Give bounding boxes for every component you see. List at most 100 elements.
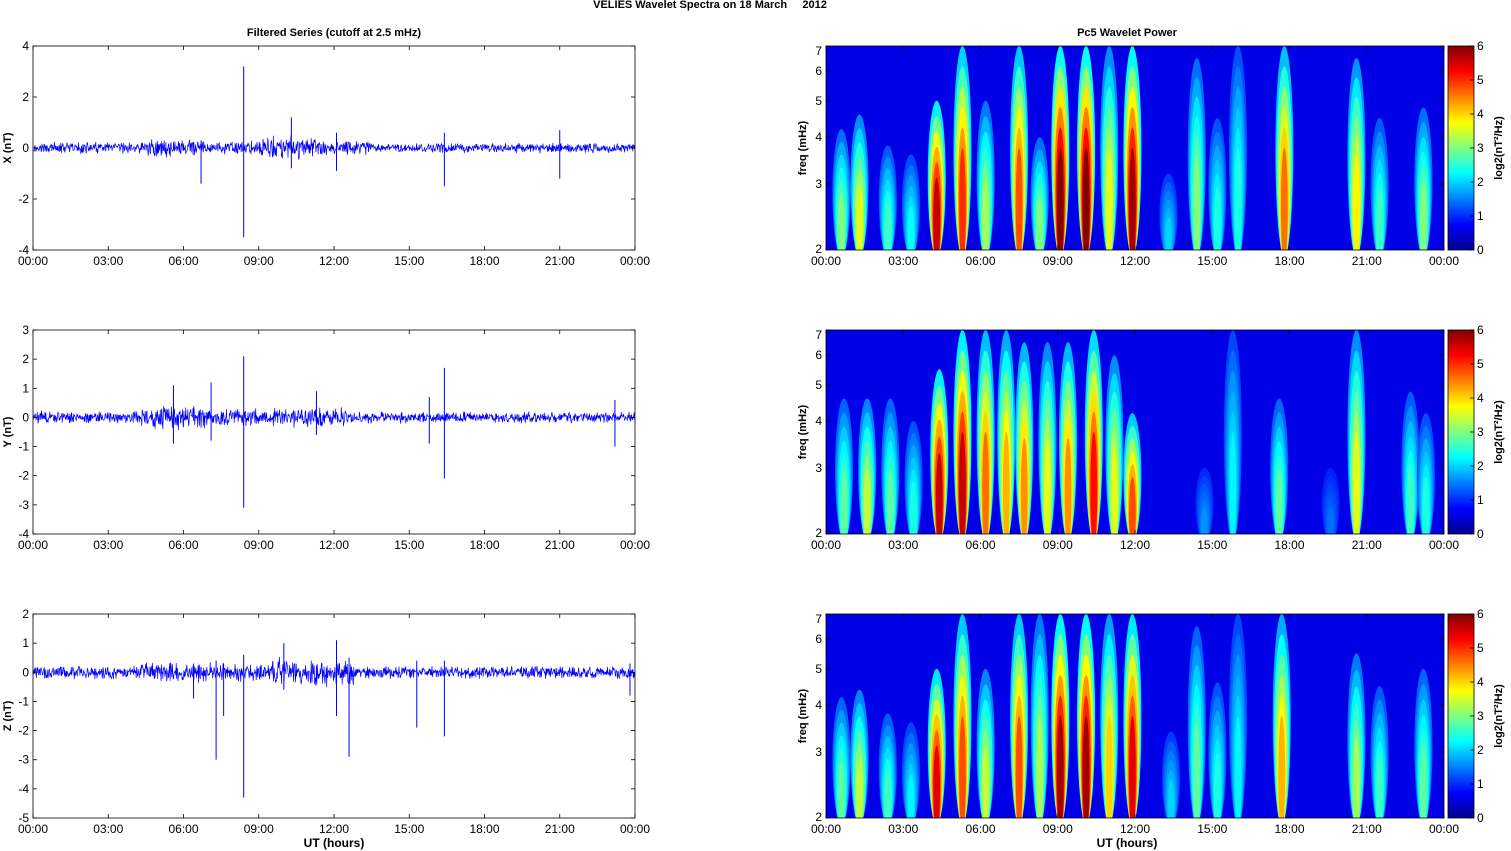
x-tick-label: 21:00 [1352, 254, 1382, 268]
colorbar-tick-label: 1 [1477, 493, 1484, 507]
power-blob [933, 177, 941, 250]
x-tick-label: 09:00 [1043, 254, 1073, 268]
x-tick-label: 18:00 [1274, 822, 1304, 836]
colorbar-tick-label: 5 [1477, 73, 1484, 87]
power-blob [935, 453, 943, 534]
y-tick-label: 7 [815, 612, 822, 626]
colorbar-tick-label: 4 [1477, 107, 1484, 121]
x-tick-label: 15:00 [394, 254, 424, 268]
series-line [32, 657, 636, 688]
colorbar-label: log2(nT²/Hz) [1493, 684, 1505, 748]
y-axis-label: Z (nT) [2, 700, 14, 731]
power-blob [838, 760, 845, 818]
colorbar-label: log2(nT²/Hz) [1493, 400, 1505, 464]
colorbar-ramp [1447, 45, 1475, 251]
y-tick-label: 3 [22, 323, 29, 337]
y-tick-label: 4 [815, 698, 822, 712]
power-blob [1056, 147, 1064, 250]
x-tick-label: 15:00 [1197, 254, 1227, 268]
power-blob [1020, 438, 1028, 534]
x-tick-label: 06:00 [168, 254, 198, 268]
series-panel-z: 210-1-2-3-4-500:00 03:00 06:00 09:00 12:00 15… [2, 607, 650, 836]
power-blob [1015, 715, 1023, 818]
x-tick-label: 03:00 [888, 254, 918, 268]
x-tick-label: 00:00 [620, 822, 650, 836]
power-blob [959, 431, 966, 534]
y-tick-label: 4 [815, 414, 822, 428]
colorbar-x: 6 5 4 3 2 1 0 log2(nT²/Hz) [1447, 39, 1505, 257]
y-tick-label: 0 [22, 141, 29, 155]
power-blob [910, 481, 917, 534]
x-tick-label: 12:00 [1120, 822, 1150, 836]
power-blob [1105, 715, 1113, 818]
x-tick-label: 21:00 [545, 822, 575, 836]
power-blob [863, 468, 871, 534]
power-blob [1064, 438, 1072, 534]
y-tick-label: 4 [815, 130, 822, 144]
y-axis-label: X (nT) [2, 132, 14, 163]
power-blob [1353, 431, 1360, 534]
y-tick-label: -2 [18, 192, 29, 206]
x-tick-label: 00:00 [811, 538, 841, 552]
power-blob [1214, 752, 1221, 818]
x-tick-label: 00:00 [620, 538, 650, 552]
plot-area [33, 614, 635, 818]
colorbar-tick-label: 5 [1477, 641, 1484, 655]
heatmap-layer [835, 330, 1435, 534]
y-tick-label: 2 [22, 352, 29, 366]
right-column-title: Pc5 Wavelet Power [1077, 27, 1178, 39]
power-blob [1234, 715, 1242, 818]
x-tick-label: 15:00 [1197, 538, 1227, 552]
power-blob [1129, 147, 1136, 250]
x-tick-label: 00:00 [1429, 538, 1459, 552]
y-tick-label: -3 [18, 498, 29, 512]
power-blob [1201, 506, 1208, 534]
colorbar-tick-label: 6 [1477, 607, 1484, 621]
y-axis-label: freq (mHz) [797, 688, 809, 743]
power-blob [982, 177, 990, 250]
x-tick-label: 15:00 [1197, 822, 1227, 836]
x-tick-label: 09:00 [244, 254, 274, 268]
y-axis-label: freq (mHz) [797, 404, 809, 459]
power-blob [1193, 154, 1201, 250]
x-tick-label: 21:00 [1352, 538, 1382, 552]
power-blob [1036, 197, 1044, 250]
right-xlabel: UT (hours) [1097, 836, 1158, 850]
y-tick-label: -1 [18, 694, 29, 708]
power-blob [1082, 147, 1090, 250]
power-blob [1376, 754, 1383, 818]
power-blob [1214, 186, 1221, 250]
x-tick-label: 12:00 [319, 254, 349, 268]
y-tick-label: 6 [815, 632, 822, 646]
series-line [32, 405, 636, 431]
y-tick-label: -4 [18, 243, 29, 257]
colorbar-tick-label: 1 [1477, 777, 1484, 791]
y-tick-label: 2 [22, 90, 29, 104]
x-tick-label: 06:00 [168, 822, 198, 836]
colorbar-tick-label: 2 [1477, 175, 1484, 189]
power-blob [856, 756, 863, 818]
colorbar-tick-label: 1 [1477, 209, 1484, 223]
power-blob [1420, 745, 1427, 818]
colorbar-tick-label: 4 [1477, 675, 1484, 689]
y-tick-label: 6 [815, 348, 822, 362]
colorbar-tick-label: 3 [1477, 141, 1484, 155]
power-blob [1193, 722, 1201, 818]
x-tick-label: 12:00 [1120, 254, 1150, 268]
x-tick-label: 15:00 [394, 822, 424, 836]
y-tick-label: 7 [815, 44, 822, 58]
power-blob [1129, 715, 1136, 818]
y-tick-label: 2 [815, 526, 822, 540]
heatmap-layer [832, 46, 1433, 250]
power-blob [1275, 468, 1283, 534]
power-blob [840, 468, 848, 534]
power-blob [1229, 431, 1237, 534]
power-blob [884, 769, 892, 818]
power-blob [1278, 715, 1286, 818]
x-tick-label: 06:00 [965, 538, 995, 552]
x-tick-label: 00:00 [1429, 254, 1459, 268]
x-tick-label: 03:00 [888, 538, 918, 552]
